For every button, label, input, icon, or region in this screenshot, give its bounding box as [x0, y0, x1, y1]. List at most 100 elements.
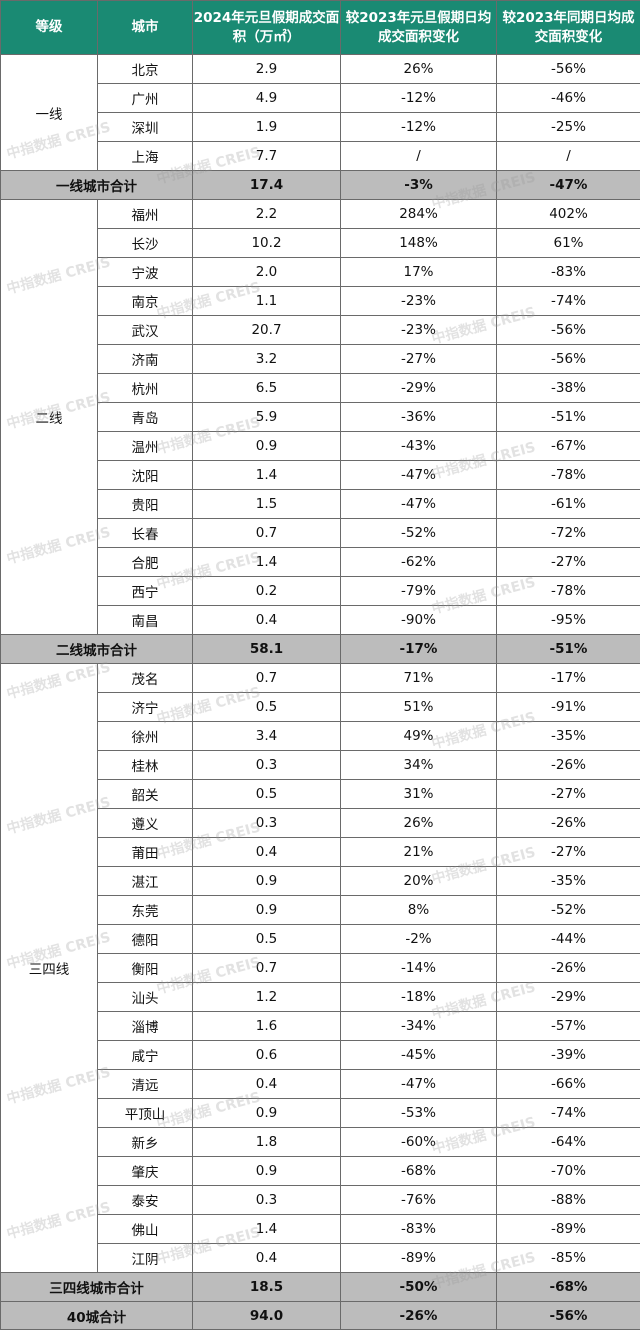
- subtotal-vs-period: -51%: [497, 635, 640, 664]
- city-cell: 西宁: [98, 577, 193, 606]
- vs-holiday-cell: 26%: [341, 809, 497, 838]
- city-cell: 南京: [98, 287, 193, 316]
- vs-holiday-cell: 71%: [341, 664, 497, 693]
- vs-holiday-cell: -12%: [341, 113, 497, 142]
- vs-period-cell: -39%: [497, 1041, 640, 1070]
- city-cell: 肇庆: [98, 1157, 193, 1186]
- city-cell: 杭州: [98, 374, 193, 403]
- vs-period-cell: -44%: [497, 925, 640, 954]
- area-cell: 0.4: [193, 838, 341, 867]
- city-cell: 北京: [98, 55, 193, 84]
- city-cell: 武汉: [98, 316, 193, 345]
- city-cell: 贵阳: [98, 490, 193, 519]
- subtotal-vs-period: -68%: [497, 1273, 640, 1302]
- area-cell: 0.3: [193, 1186, 341, 1215]
- area-cell: 2.0: [193, 258, 341, 287]
- vs-period-cell: 402%: [497, 200, 640, 229]
- area-cell: 0.4: [193, 1244, 341, 1273]
- vs-period-cell: -61%: [497, 490, 640, 519]
- vs-holiday-cell: -60%: [341, 1128, 497, 1157]
- area-cell: 3.2: [193, 345, 341, 374]
- vs-period-cell: -56%: [497, 345, 640, 374]
- area-cell: 10.2: [193, 229, 341, 258]
- area-cell: 3.4: [193, 722, 341, 751]
- vs-period-cell: -52%: [497, 896, 640, 925]
- header-vs-holiday: 较2023年元旦假期日均成交面积变化: [341, 1, 497, 55]
- header-row: 等级 城市 2024年元旦假期成交面积（万㎡） 较2023年元旦假期日均成交面积…: [1, 1, 640, 55]
- vs-period-cell: -29%: [497, 983, 640, 1012]
- vs-period-cell: -46%: [497, 84, 640, 113]
- area-cell: 7.7: [193, 142, 341, 171]
- vs-holiday-cell: 21%: [341, 838, 497, 867]
- area-cell: 0.9: [193, 1099, 341, 1128]
- city-cell: 沈阳: [98, 461, 193, 490]
- subtotal-vs-holiday: -50%: [341, 1273, 497, 1302]
- tier-label: 三四线: [1, 664, 98, 1273]
- vs-holiday-cell: -18%: [341, 983, 497, 1012]
- subtotal-label: 二线城市合计: [1, 635, 193, 664]
- vs-holiday-cell: -76%: [341, 1186, 497, 1215]
- area-cell: 0.9: [193, 432, 341, 461]
- area-cell: 0.9: [193, 1157, 341, 1186]
- area-cell: 4.9: [193, 84, 341, 113]
- vs-period-cell: -35%: [497, 722, 640, 751]
- area-cell: 5.9: [193, 403, 341, 432]
- vs-holiday-cell: -83%: [341, 1215, 497, 1244]
- vs-period-cell: -26%: [497, 954, 640, 983]
- vs-period-cell: -66%: [497, 1070, 640, 1099]
- city-cell: 深圳: [98, 113, 193, 142]
- city-cell: 桂林: [98, 751, 193, 780]
- vs-period-cell: -25%: [497, 113, 640, 142]
- vs-period-cell: -27%: [497, 838, 640, 867]
- area-cell: 20.7: [193, 316, 341, 345]
- city-cell: 长春: [98, 519, 193, 548]
- vs-holiday-cell: -52%: [341, 519, 497, 548]
- vs-holiday-cell: -79%: [341, 577, 497, 606]
- vs-holiday-cell: 8%: [341, 896, 497, 925]
- vs-period-cell: -88%: [497, 1186, 640, 1215]
- vs-period-cell: -35%: [497, 867, 640, 896]
- vs-holiday-cell: -36%: [341, 403, 497, 432]
- vs-holiday-cell: -34%: [341, 1012, 497, 1041]
- area-cell: 0.3: [193, 809, 341, 838]
- vs-holiday-cell: -23%: [341, 287, 497, 316]
- vs-holiday-cell: /: [341, 142, 497, 171]
- vs-period-cell: -78%: [497, 577, 640, 606]
- area-cell: 0.7: [193, 954, 341, 983]
- subtotal-area: 58.1: [193, 635, 341, 664]
- vs-holiday-cell: 26%: [341, 55, 497, 84]
- area-cell: 1.5: [193, 490, 341, 519]
- city-cell: 广州: [98, 84, 193, 113]
- city-cell: 咸宁: [98, 1041, 193, 1070]
- vs-period-cell: -74%: [497, 287, 640, 316]
- vs-holiday-cell: -43%: [341, 432, 497, 461]
- city-cell: 佛山: [98, 1215, 193, 1244]
- vs-holiday-cell: 34%: [341, 751, 497, 780]
- area-cell: 1.2: [193, 983, 341, 1012]
- vs-holiday-cell: -29%: [341, 374, 497, 403]
- tier-label: 一线: [1, 55, 98, 171]
- vs-holiday-cell: 148%: [341, 229, 497, 258]
- city-cell: 济南: [98, 345, 193, 374]
- vs-holiday-cell: -68%: [341, 1157, 497, 1186]
- vs-period-cell: -72%: [497, 519, 640, 548]
- vs-period-cell: -17%: [497, 664, 640, 693]
- area-cell: 1.8: [193, 1128, 341, 1157]
- subtotal-label: 一线城市合计: [1, 171, 193, 200]
- city-cell: 青岛: [98, 403, 193, 432]
- area-cell: 1.4: [193, 1215, 341, 1244]
- city-cell: 徐州: [98, 722, 193, 751]
- vs-period-cell: -27%: [497, 548, 640, 577]
- area-cell: 0.9: [193, 896, 341, 925]
- area-cell: 1.9: [193, 113, 341, 142]
- city-cell: 遵义: [98, 809, 193, 838]
- city-cell: 温州: [98, 432, 193, 461]
- city-cell: 福州: [98, 200, 193, 229]
- vs-period-cell: /: [497, 142, 640, 171]
- city-cell: 泰安: [98, 1186, 193, 1215]
- total-area: 94.0: [193, 1302, 341, 1330]
